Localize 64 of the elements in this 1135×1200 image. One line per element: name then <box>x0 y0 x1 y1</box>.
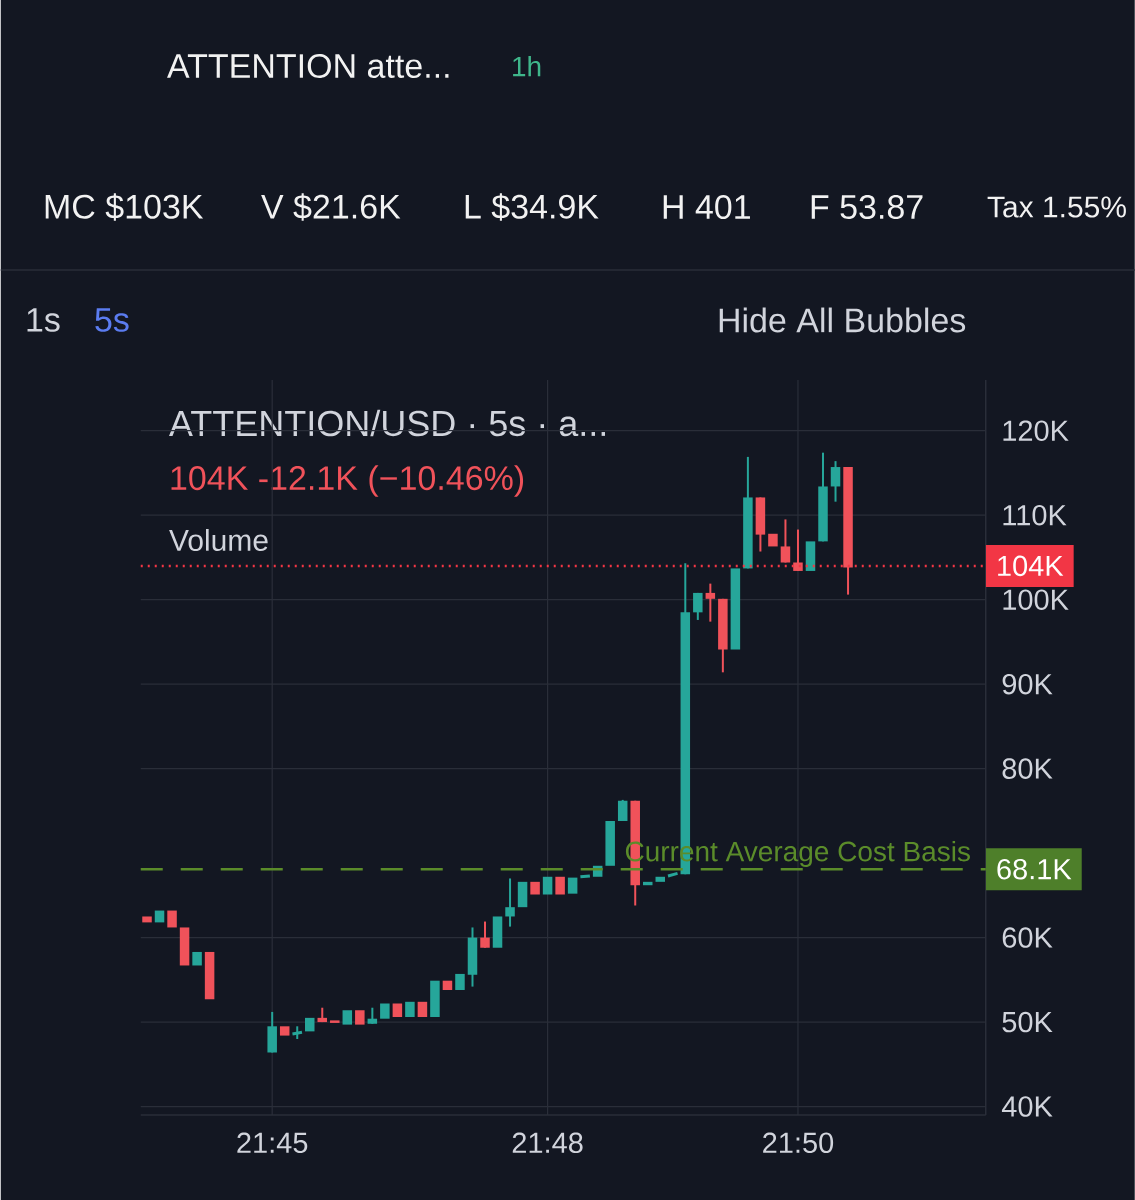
candlestick <box>655 876 665 882</box>
y-tick-label: 50K <box>1002 1011 1053 1033</box>
y-tick-label: 80K <box>1002 758 1053 779</box>
candlestick <box>404 1001 415 1018</box>
x-tick-label: 21:45 <box>237 1132 308 1154</box>
annotation: 104K -12.1K (−10.46%) <box>171 465 523 497</box>
candlestick <box>642 881 653 886</box>
candlestick <box>342 1010 352 1025</box>
candlestick <box>379 1003 390 1019</box>
candlestick <box>530 881 540 895</box>
y-tick-label: 40K <box>1001 1096 1053 1117</box>
text: L $34.9K <box>465 193 599 221</box>
annotation: Volume <box>168 528 268 552</box>
text: ATTENTION atte... <box>166 53 449 79</box>
candlestick <box>304 1017 315 1032</box>
candlestick <box>605 821 615 866</box>
y-tick-label: 100K <box>1003 589 1069 610</box>
x-tick-label: 21:50 <box>762 1132 833 1154</box>
candlestick <box>505 877 515 928</box>
text: 104K <box>997 555 1064 577</box>
candlestick <box>542 876 553 895</box>
candlestick <box>666 871 679 878</box>
candlestick <box>692 591 703 621</box>
candlestick <box>329 1020 340 1023</box>
y-tick-label: 120K <box>1003 420 1069 441</box>
candlestick <box>780 518 790 564</box>
candlestick <box>567 877 578 894</box>
text: 68.1K <box>997 858 1072 880</box>
candlestick <box>517 881 528 908</box>
candlestick <box>142 916 152 923</box>
text: 5s <box>95 308 129 332</box>
text: V $21.6K <box>260 193 401 221</box>
text: H 401 <box>663 194 750 220</box>
candlestick <box>204 951 215 1000</box>
text: ATTENTION/USD · 5s · a... <box>168 409 605 437</box>
candlestick <box>705 582 715 623</box>
candlestick <box>730 568 740 650</box>
candlestick <box>442 980 452 990</box>
candlestick <box>192 951 202 966</box>
candlestick <box>805 541 816 571</box>
text: 1h <box>512 55 541 77</box>
text: MC $103K <box>45 193 203 221</box>
candlestick <box>792 528 803 572</box>
y-tick-label: 90K <box>1002 673 1053 695</box>
candlestick <box>429 980 440 1018</box>
x-tick-label: 21:48 <box>512 1132 583 1154</box>
text: Tax 1.55% <box>987 196 1126 218</box>
candlestick <box>454 973 465 990</box>
text: 1s <box>27 308 60 332</box>
candlestick <box>167 910 177 928</box>
candlestick <box>354 1010 365 1025</box>
candlestick <box>417 1001 427 1018</box>
candlestick <box>830 460 841 503</box>
candlestick <box>392 1003 402 1018</box>
candlestick <box>492 916 503 948</box>
y-tick-label: 60K <box>1002 927 1053 948</box>
text: F 53.87 <box>811 194 923 220</box>
y-tick-label: 110K <box>1003 504 1067 526</box>
candlestick <box>767 533 778 547</box>
candlestick <box>555 876 565 895</box>
candlestick <box>279 1026 290 1036</box>
text: Hide All Bubbles <box>719 307 965 333</box>
candlestick <box>480 920 490 949</box>
candlestick <box>179 927 190 966</box>
